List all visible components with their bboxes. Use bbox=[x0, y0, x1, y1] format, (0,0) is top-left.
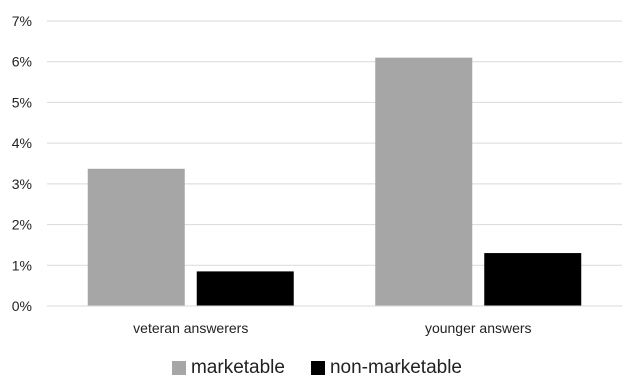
bar-marketable-younger-answers bbox=[375, 57, 473, 307]
bar-non-marketable-veteran-answerers bbox=[196, 271, 294, 306]
legend-item-non-marketable: non-marketable bbox=[310, 357, 463, 379]
legend-label-marketable: marketable bbox=[190, 357, 285, 378]
y-tick-label: 1% bbox=[12, 257, 32, 273]
bar-non-marketable-younger-answers bbox=[484, 253, 582, 306]
legend-swatch-marketable bbox=[171, 361, 186, 375]
y-axis-tick-labels: 0% 1% 2% 3% 4% 5% 6% 7% bbox=[12, 13, 32, 314]
category-label: veteran answerers bbox=[133, 320, 248, 336]
y-tick-label: 4% bbox=[12, 135, 32, 151]
legend: marketable non-marketable bbox=[0, 356, 634, 380]
category-labels: veteran answerers younger answers bbox=[133, 320, 531, 336]
legend-item-marketable: marketable bbox=[171, 357, 285, 379]
y-tick-label: 5% bbox=[12, 94, 32, 110]
bars bbox=[87, 57, 582, 307]
y-tick-label: 0% bbox=[12, 298, 32, 314]
legend-swatch-non-marketable bbox=[310, 361, 325, 375]
y-tick-label: 6% bbox=[12, 54, 32, 70]
bar-chart: 0% 1% 2% 3% 4% 5% 6% 7% veteran answerers younge… bbox=[12, 13, 622, 336]
y-tick-label: 3% bbox=[12, 176, 32, 192]
category-label: younger answers bbox=[425, 320, 532, 336]
y-tick-label: 2% bbox=[12, 217, 32, 233]
legend-label-non-marketable: non-marketable bbox=[329, 357, 463, 378]
y-tick-label: 7% bbox=[12, 13, 32, 29]
bar-marketable-veteran-answerers bbox=[87, 168, 185, 306]
